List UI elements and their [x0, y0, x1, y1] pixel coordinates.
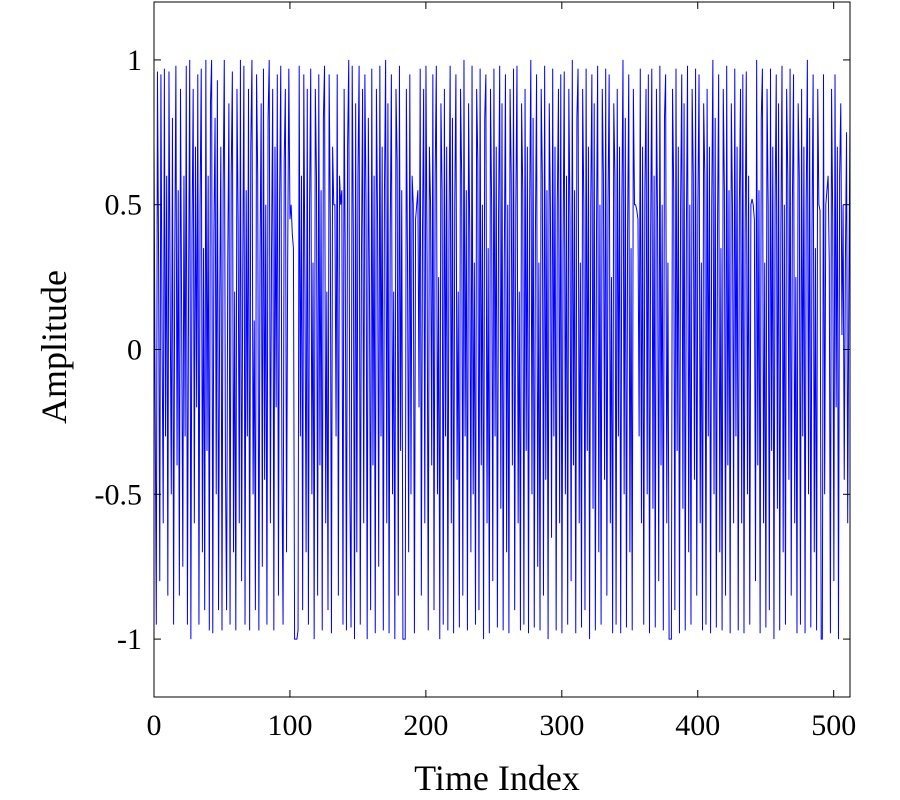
y-tick-label: 0.5 [105, 189, 143, 222]
series-line-0 [153, 59, 851, 640]
y-tick-label: -1 [117, 623, 142, 656]
x-axis-label: Time Index [414, 758, 580, 798]
y-tick-label: -0.5 [95, 478, 143, 511]
y-axis-label: Amplitude [34, 270, 74, 424]
x-tick-label: 100 [267, 709, 312, 742]
y-tick-label: 0 [127, 334, 142, 367]
x-axis-ticks: 0 100 200 300 400 500 [147, 2, 856, 742]
plot-area [153, 59, 851, 640]
x-tick-label: 0 [147, 709, 162, 742]
x-tick-label: 200 [403, 709, 448, 742]
x-tick-label: 500 [811, 709, 856, 742]
x-tick-label: 400 [675, 709, 720, 742]
y-tick-label: 1 [127, 44, 142, 77]
x-tick-label: 300 [539, 709, 584, 742]
y-axis-ticks: 1 0.5 0 -0.5 -1 [95, 44, 850, 656]
